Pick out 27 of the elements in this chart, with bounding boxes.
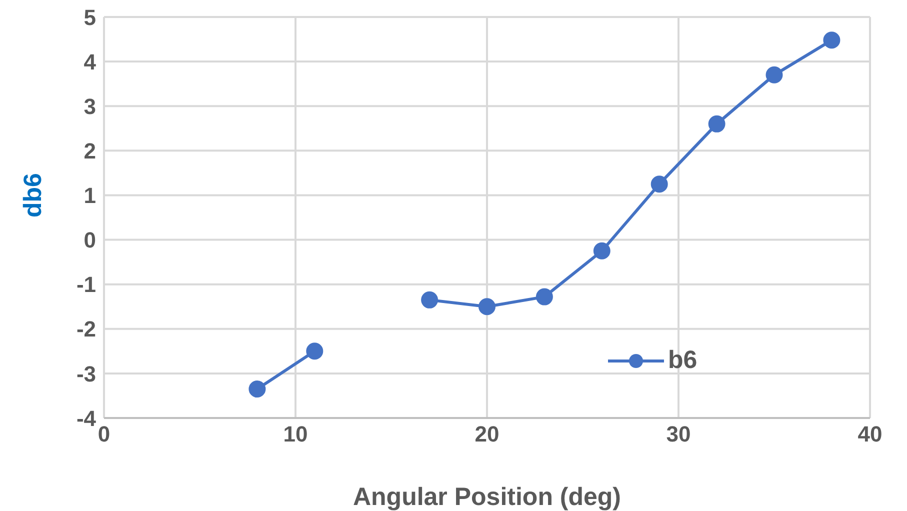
point [421, 291, 438, 308]
y-tick-label: 2 [84, 138, 96, 164]
y-tick-label: -4 [76, 406, 97, 431]
y-axis-title: db6 [18, 173, 47, 218]
point [650, 176, 668, 193]
x-tick-label: 30 [666, 422, 691, 447]
point [593, 242, 610, 260]
point [306, 342, 324, 360]
x-tick-label: 40 [858, 422, 882, 447]
point [823, 32, 840, 49]
point [536, 288, 553, 306]
point [478, 298, 496, 316]
legend-label: b6 [668, 346, 698, 375]
x-tick-label: 10 [283, 422, 308, 447]
point [766, 66, 783, 84]
y-tick-label: 5 [84, 4, 96, 30]
y-tick-label: -1 [76, 272, 96, 298]
y-tick-label: 3 [84, 94, 96, 119]
point [248, 380, 266, 398]
y-tick-label: 0 [84, 228, 96, 253]
y-tick-label: 1 [84, 183, 96, 208]
x-tick-label: 20 [474, 422, 500, 447]
x-axis-title: Angular Position (deg) [352, 483, 622, 511]
point [708, 115, 726, 132]
y-tick-label: -3 [76, 361, 96, 386]
y-tick-label: -2 [76, 316, 96, 342]
y-tick-label: 4 [84, 49, 97, 74]
